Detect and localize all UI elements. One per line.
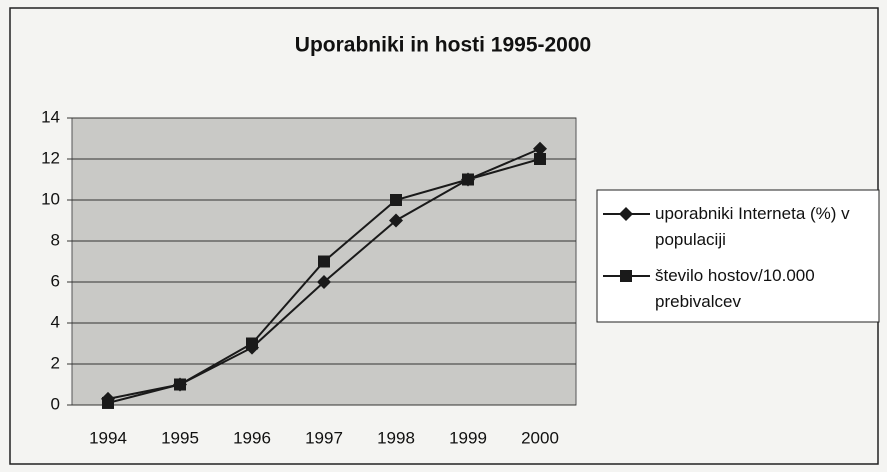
x-tick-label: 1999	[449, 428, 487, 447]
diamond-marker	[619, 207, 633, 221]
diamond-marker	[533, 141, 547, 156]
x-tick-label: 1995	[161, 428, 199, 447]
y-tick-label: 6	[51, 271, 60, 290]
x-tick-label: 1996	[233, 428, 271, 447]
square-marker	[174, 378, 186, 391]
y-tick-label: 14	[41, 107, 60, 126]
diamond-marker	[317, 275, 331, 289]
legend-label: uporabniki Interneta (%) v populaciji	[655, 204, 850, 249]
x-tick-label: 1994	[89, 428, 127, 447]
square-marker	[102, 396, 114, 409]
x-tick-label: 1998	[377, 428, 415, 447]
y-tick-label: 10	[41, 189, 60, 208]
square-marker	[462, 173, 474, 186]
y-tick-label: 2	[51, 353, 60, 372]
y-tick-label: 12	[41, 148, 60, 167]
x-tick-label: 1997	[305, 428, 343, 447]
y-tick-label: 0	[51, 394, 60, 413]
square-marker	[246, 337, 258, 350]
y-tick-label: 4	[51, 312, 60, 331]
y-tick-label: 8	[51, 230, 60, 249]
square-marker	[318, 255, 330, 268]
square-marker	[390, 194, 402, 206]
square-marker	[620, 270, 632, 282]
chart-title: Uporabniki in hosti 1995-2000	[295, 34, 591, 57]
diamond-marker	[389, 213, 403, 228]
square-marker	[534, 153, 546, 165]
x-tick-label: 2000	[521, 428, 559, 447]
legend-box	[596, 189, 880, 323]
legend-label: število hostov/10.000 prebivalcev	[655, 266, 815, 311]
